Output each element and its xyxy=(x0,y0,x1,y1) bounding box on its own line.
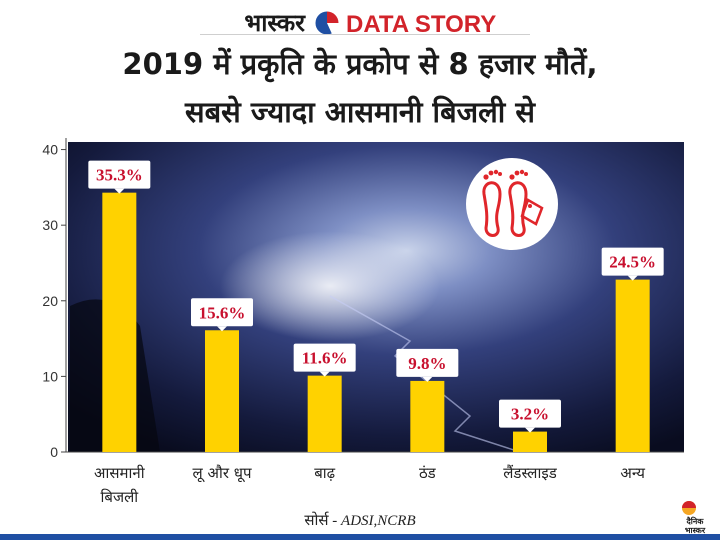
brand-tagline: DATA STORY xyxy=(346,11,496,38)
data-label: 15.6% xyxy=(199,303,246,322)
chart-title-line1: 2019 में प्रकृति के प्रकोप से 8 हजार मौत… xyxy=(122,47,598,81)
y-tick-label: 30 xyxy=(42,217,58,233)
x-tick-label: लैंडस्लाइड xyxy=(503,464,557,482)
source-note: सोर्स - ADSI,NCRB xyxy=(0,510,720,530)
bar xyxy=(615,279,650,452)
source-value: ADSI,NCRB xyxy=(341,513,416,529)
bar xyxy=(102,192,137,452)
bottom-bar xyxy=(0,534,720,540)
y-tick-label: 40 xyxy=(42,142,58,158)
data-label: 24.5% xyxy=(609,253,656,272)
x-tick-label: बाढ़ xyxy=(314,464,335,482)
data-label: 3.2% xyxy=(511,405,549,424)
x-tick-label: बिजली xyxy=(101,488,140,506)
y-tick-label: 0 xyxy=(50,444,58,460)
logo-line1: दैनिक xyxy=(686,516,705,526)
plot-background xyxy=(68,142,684,453)
data-label-pointer xyxy=(627,275,638,281)
brand-name: भास्कर xyxy=(244,9,306,37)
x-tick-label: लू और धूप xyxy=(193,464,252,483)
data-label-pointer xyxy=(114,188,125,194)
feet-with-tag-icon xyxy=(466,158,558,250)
data-label-pointer xyxy=(217,326,227,332)
data-label-pointer xyxy=(525,427,535,433)
data-label-box xyxy=(499,399,561,428)
bars-group: 35.3% 15.6% 11.6% 9.8% 3.2% 24.5% xyxy=(88,160,664,452)
bar xyxy=(513,431,547,452)
dainik-bhaskar-logo: दैनिक भास्कर xyxy=(682,501,706,535)
pie-chart-icon xyxy=(314,10,340,36)
data-label-box xyxy=(191,298,253,327)
data-label-pointer xyxy=(319,371,330,377)
bar xyxy=(410,380,445,452)
data-label-box xyxy=(601,247,664,276)
data-label: 9.8% xyxy=(408,354,446,373)
brand-divider xyxy=(200,34,530,35)
y-tick-label: 20 xyxy=(42,293,58,309)
logo-line2: भास्कर xyxy=(685,526,706,535)
x-tick-label: अन्य xyxy=(620,464,645,482)
chart-title-line2: सबसे ज्यादा आसमानी बिजली से xyxy=(184,95,536,129)
data-label-box xyxy=(396,348,459,377)
data-label: 11.6% xyxy=(302,349,348,368)
bar xyxy=(307,375,342,452)
source-label: सोर्स - xyxy=(304,513,338,529)
bar xyxy=(205,330,239,452)
brand-header: भास्कर DATA STORY xyxy=(244,9,496,38)
y-tick-label: 10 xyxy=(42,368,58,384)
data-label-box xyxy=(88,160,151,189)
bar-chart: 0 10 20 30 40 आसमानी बिजली लू और धूप बाढ़ ठंड लैंड… xyxy=(42,138,684,506)
data-label-pointer xyxy=(422,376,433,382)
x-tick-label: आसमानी xyxy=(94,464,146,482)
y-axis: 0 10 20 30 40 आसमानी बिजली लू और धूप बाढ़ ठंड लैंड… xyxy=(42,138,684,506)
data-label-box xyxy=(293,343,356,372)
data-label: 35.3% xyxy=(96,166,143,185)
x-tick-label: ठंड xyxy=(419,464,437,482)
